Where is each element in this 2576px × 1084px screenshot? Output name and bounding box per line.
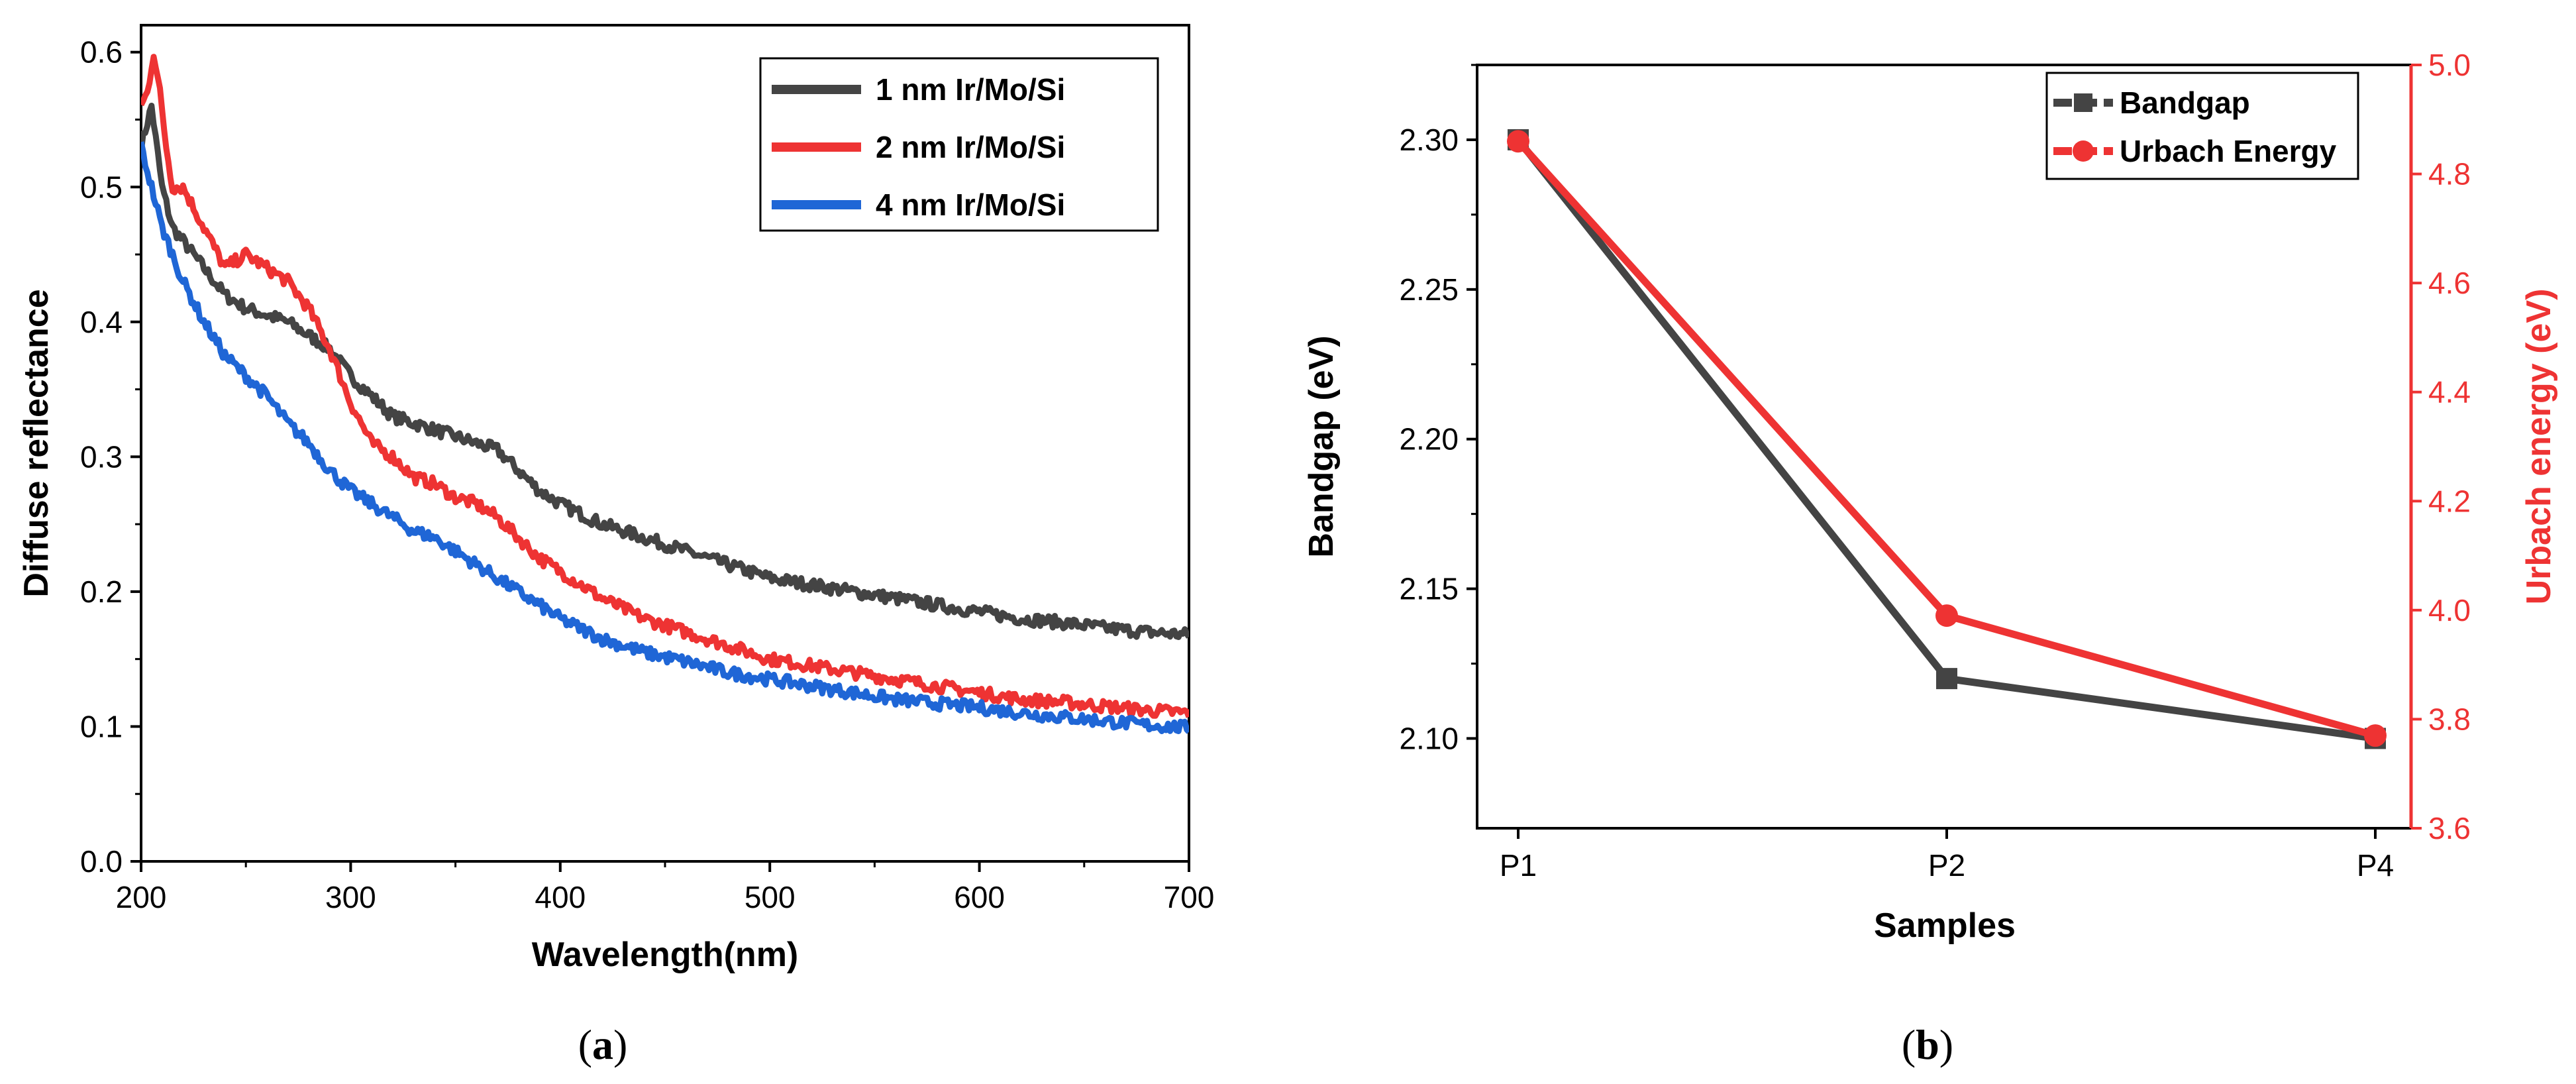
panel-b-series xyxy=(1507,129,2387,749)
panel-b-bandgap-chart: P1 P2 P4 2.10 2.15 2.20 2.25 2.30 3.6 3.8 4.0 4.2 4.… xyxy=(1302,48,2558,1068)
legend-a-label-2: 2 nm Ir/Mo/Si xyxy=(876,130,1065,164)
panel-b-y2-axis-title: Urbach energy (eV) xyxy=(2520,289,2558,605)
b-y2-tick-label: 5.0 xyxy=(2428,48,2471,82)
b-bandgap-point xyxy=(1936,668,1957,690)
b-y2-tick-label: 4.6 xyxy=(2428,266,2471,300)
legend-a-label-1: 1 nm Ir/Mo/Si xyxy=(876,72,1065,107)
legend-b-label-urbach: Urbach Energy xyxy=(2120,134,2337,168)
b-x-tick-label: P4 xyxy=(2357,848,2394,883)
panel-a-legend: 1 nm Ir/Mo/Si 2 nm Ir/Mo/Si 4 nm Ir/Mo/S… xyxy=(759,57,1159,232)
b-y-tick-label: 2.15 xyxy=(1399,572,1459,606)
a-x-tick-label: 500 xyxy=(745,880,796,914)
panel-b-legend: Bandgap Urbach Energy xyxy=(2045,72,2359,180)
panel-a-series-lines xyxy=(141,54,1189,734)
b-series-line-urbach-energy xyxy=(1515,138,2377,739)
a-x-tick-label: 400 xyxy=(535,880,586,914)
a-y-tick-label: 0.3 xyxy=(80,439,123,474)
a-series-line-3 xyxy=(141,141,1189,734)
panel-b-y-axis-title: Bandgap (eV) xyxy=(1302,335,1341,557)
panel-b-caption: (b) xyxy=(1902,1021,1953,1068)
panel-a-reflectance-chart: 200 300 400 500 600 7000.00.10.20.30.40.50.6 … xyxy=(17,24,1214,1068)
b-urbach-point xyxy=(1935,604,1958,627)
b-x-tick-label: P1 xyxy=(1500,848,1537,883)
b-urbach-point xyxy=(2364,724,2387,747)
legend-b-marker-square xyxy=(2074,93,2092,112)
a-y-tick-label: 0.4 xyxy=(80,305,123,339)
b-y2-tick-label: 4.0 xyxy=(2428,593,2471,627)
a-x-tick-label: 300 xyxy=(325,880,376,914)
a-x-tick-label: 200 xyxy=(116,880,167,914)
panel-b-x-axis-title: Samples xyxy=(1874,906,2016,945)
b-urbach-point xyxy=(1507,130,1529,153)
panel-a-y-axis-title: Diffuse reflectance xyxy=(17,289,56,597)
a-y-tick-label: 0.0 xyxy=(80,844,123,879)
legend-b-box xyxy=(2045,72,2359,180)
a-y-tick-label: 0.2 xyxy=(80,574,123,609)
b-y-tick-label: 2.20 xyxy=(1399,422,1459,457)
b-y2-tick-label: 4.2 xyxy=(2428,484,2471,518)
panel-a-x-axis-title: Wavelength(nm) xyxy=(532,936,799,974)
b-y2-tick-label: 3.8 xyxy=(2428,702,2471,736)
b-y2-tick-label: 4.4 xyxy=(2428,375,2471,409)
legend-b-label-bandgap: Bandgap xyxy=(2120,85,2250,120)
b-y2-tick-label: 3.6 xyxy=(2428,811,2471,845)
b-y-tick-label: 2.30 xyxy=(1399,123,1459,157)
b-x-tick-label: P2 xyxy=(1928,848,1965,883)
a-y-tick-label: 0.1 xyxy=(80,709,123,743)
a-y-tick-label: 0.5 xyxy=(80,170,123,204)
a-series-line-1 xyxy=(141,103,1189,640)
b-y2-tick-label: 4.8 xyxy=(2428,157,2471,191)
panel-b-ticks: P1 P2 P4 2.10 2.15 2.20 2.25 2.30 3.6 3.8 4.0 4.2 4.… xyxy=(1399,48,2470,883)
legend-b-marker-circle xyxy=(2073,140,2094,162)
panel-a-caption: (a) xyxy=(578,1021,628,1068)
a-series-line-2 xyxy=(141,54,1189,719)
a-x-tick-label: 600 xyxy=(954,880,1005,914)
b-series-line-bandgap xyxy=(1515,137,2376,742)
b-y-tick-label: 2.10 xyxy=(1399,721,1459,755)
legend-a-label-3: 4 nm Ir/Mo/Si xyxy=(876,188,1065,222)
b-y-tick-label: 2.25 xyxy=(1399,272,1459,307)
a-x-tick-label: 700 xyxy=(1164,880,1215,914)
a-y-tick-label: 0.6 xyxy=(80,35,123,70)
panel-a-ticks: 200 300 400 500 600 700 0.0 0.1 0.2 0.3 0.4 0.5 0.6 xyxy=(80,35,1214,914)
